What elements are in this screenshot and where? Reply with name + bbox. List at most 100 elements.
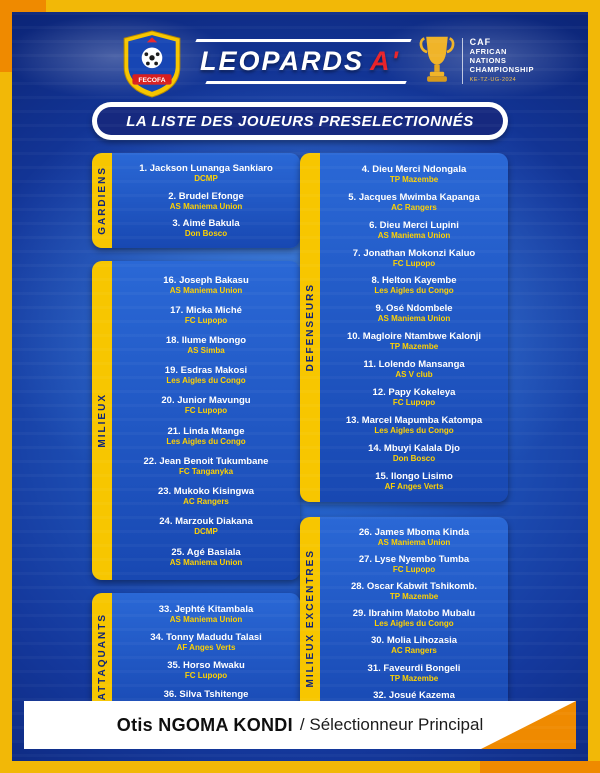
player-row: 33. Jephté Kitambala AS Maniema Union [117, 604, 295, 624]
player-name: 33. Jephté Kitambala [158, 603, 254, 615]
player-club: TP Mazembe [389, 174, 439, 184]
corner-accent-bottom-right [480, 761, 600, 773]
section-label-tab: MILIEUX [92, 261, 112, 580]
player-club: Don Bosco [184, 229, 228, 239]
section-label: MILIEUX [96, 393, 108, 448]
player-row: 11. Lolendo Mansanga AS V club [325, 359, 503, 379]
player-name: 35. Horso Mwaku [167, 660, 245, 672]
leopards-title: LEOPARDS A' [195, 39, 412, 84]
section-label-tab: MILIEUX EXCENTRES [300, 516, 320, 720]
section-label: GARDIENS [96, 166, 108, 236]
player-row: 25. Agé Basiala AS Maniema Union [117, 547, 295, 567]
player-row: 22. Jean Benoit Tukumbane FC Tanganyka [117, 456, 295, 476]
caf-line3: CHAMPIONSHIP [469, 64, 534, 74]
player-club: FC Lupopo [392, 258, 436, 268]
player-club: Les Aigles du Congo [374, 619, 454, 629]
player-row: 26. James Mboma Kinda AS Maniema Union [325, 527, 503, 547]
title-accent: A' [370, 46, 400, 76]
corner-accent-top [0, 0, 46, 12]
player-list: 16. Joseph Bakasu AS Maniema Union 17. Mic… [112, 261, 300, 579]
player-row: 6. Dieu Merci Lupini AS Maniema Union [325, 220, 503, 240]
player-row: 7. Jonathan Mokonzi Kaluo FC Lupopo [325, 248, 503, 268]
player-row: 31. Faveurdi Bongeli TP Mazembe [325, 663, 503, 683]
player-row: 9. Osé Ndombele AS Maniema Union [325, 303, 503, 323]
player-row: 23. Mukoko Kisingwa AC Rangers [117, 486, 295, 506]
player-row: 14. Mbuyi Kalala Djo Don Bosco [325, 443, 503, 463]
player-name: 24. Marzouk Diakana [159, 516, 253, 528]
player-club: AC Rangers [183, 497, 229, 507]
caf-line1: AFRICAN [469, 46, 507, 56]
player-name: 14. Mbuyi Kalala Djo [368, 442, 460, 454]
player-club: FC Lupopo [184, 315, 228, 325]
player-row: 12. Papy Kokeleya FC Lupopo [325, 387, 503, 407]
player-club: Les Aigles du Congo [374, 286, 454, 296]
player-club: AS Simba [187, 346, 225, 356]
player-name: 36. Silva Tshitenge [163, 688, 249, 700]
section-label: DEFENSEURS [304, 283, 316, 372]
section-gardiens: GARDIENS 1. Jackson Lunanga Sankiaro DCMP 2… [92, 153, 300, 249]
player-club: AS Maniema Union [377, 537, 451, 547]
chan-logo: CAF AFRICAN NATIONS CHAMPIONSHIP KE-TZ-U… [419, 32, 534, 90]
player-name: 26. James Mboma Kinda [358, 526, 470, 538]
player-name: 6. Dieu Merci Lupini [369, 219, 459, 231]
player-name: 28. Oscar Kabwit Tshikomb. [350, 581, 477, 593]
player-row: 28. Oscar Kabwit Tshikomb. TP Mazembe [325, 581, 503, 601]
title-main: LEOPARDS [200, 46, 365, 76]
player-row: 29. Ibrahim Matobo Mubalu Les Aigles du C… [325, 608, 503, 628]
stadium-background: FECOFA LEOPARDS A' CAF [12, 12, 588, 761]
chan-logo-text: CAF AFRICAN NATIONS CHAMPIONSHIP KE-TZ-U… [469, 36, 534, 85]
player-row: 2. Brudel Efonge AS Maniema Union [117, 191, 295, 211]
player-list: 1. Jackson Lunanga Sankiaro DCMP 2. Brudel… [112, 153, 300, 248]
section-label-tab: GARDIENS [92, 153, 112, 249]
player-club: FC Lupopo [184, 406, 228, 416]
caf-org: CAF [469, 36, 492, 47]
player-name: 15. Ilongo Lisimo [375, 470, 453, 482]
player-row: 35. Horso Mwaku FC Lupopo [117, 660, 295, 680]
player-club: Les Aigles du Congo [374, 425, 454, 435]
player-club: AF Anges Verts [176, 643, 236, 653]
player-name: 25. Agé Basiala [171, 546, 241, 558]
section-defenseurs: DEFENSEURS 4. Dieu Merci Ndongala TP Mazem… [300, 153, 508, 502]
player-row: 16. Joseph Bakasu AS Maniema Union [117, 275, 295, 295]
player-club: AS Maniema Union [169, 201, 243, 211]
player-club: AC Rangers [391, 202, 437, 212]
section-label-tab: ATTAQUANTS [92, 592, 112, 720]
fecofa-label: FECOFA [138, 77, 165, 84]
corner-accent-top-left [0, 0, 12, 72]
player-name: 31. Faveurdi Bongeli [367, 662, 461, 674]
player-club: Don Bosco [392, 453, 436, 463]
trophy-icon [419, 36, 455, 82]
player-row: 10. Magloire Ntambwe Kalonji TP Mazembe [325, 331, 503, 351]
player-row: 8. Helton Kayembe Les Aigles du Congo [325, 275, 503, 295]
player-name: 13. Marcel Mapumba Katompa [345, 414, 483, 426]
section-label-tab: DEFENSEURS [300, 153, 320, 502]
player-row: 30. Molia Lihozasia AC Rangers [325, 635, 503, 655]
player-name: 4. Dieu Merci Ndongala [361, 163, 467, 175]
player-row: 24. Marzouk Diakana DCMP [117, 516, 295, 536]
player-name: 5. Jacques Mwimba Kapanga [348, 191, 480, 203]
player-row: 1. Jackson Lunanga Sankiaro DCMP [117, 163, 295, 183]
player-name: 7. Jonathan Mokonzi Kaluo [352, 247, 476, 259]
player-club: AS Maniema Union [169, 557, 243, 567]
player-name: 19. Esdras Makosi [164, 365, 248, 377]
player-name: 32. Josué Kazema [373, 689, 455, 701]
page-title: LEOPARDS A' [200, 46, 400, 77]
player-name: 18. Ilume Mbongo [165, 335, 247, 347]
logo-divider [461, 38, 463, 84]
player-list: 26. James Mboma Kinda AS Maniema Union 27.… [320, 517, 508, 720]
list-title: LA LISTE DES JOUEURS PRESELECTIONNÉS [126, 112, 474, 130]
title-decor-line-top [195, 39, 412, 42]
player-club: TP Mazembe [389, 342, 439, 352]
player-name: 27. Lyse Nyembo Tumba [358, 553, 470, 565]
player-name: 12. Papy Kokeleya [372, 387, 456, 399]
player-row: 21. Linda Mtange Les Aigles du Congo [117, 426, 295, 446]
player-row: 18. Ilume Mbongo AS Simba [117, 335, 295, 355]
caf-line2: NATIONS [469, 55, 507, 65]
column-left: GARDIENS 1. Jackson Lunanga Sankiaro DCMP 2… [92, 153, 300, 720]
player-row: 17. Micka Miché FC Lupopo [117, 305, 295, 325]
section-label: ATTAQUANTS [96, 612, 108, 701]
player-row: 19. Esdras Makosi Les Aigles du Congo [117, 365, 295, 385]
player-club: AS Maniema Union [169, 285, 243, 295]
player-name: 34. Tonny Madudu Talasi [150, 632, 262, 644]
